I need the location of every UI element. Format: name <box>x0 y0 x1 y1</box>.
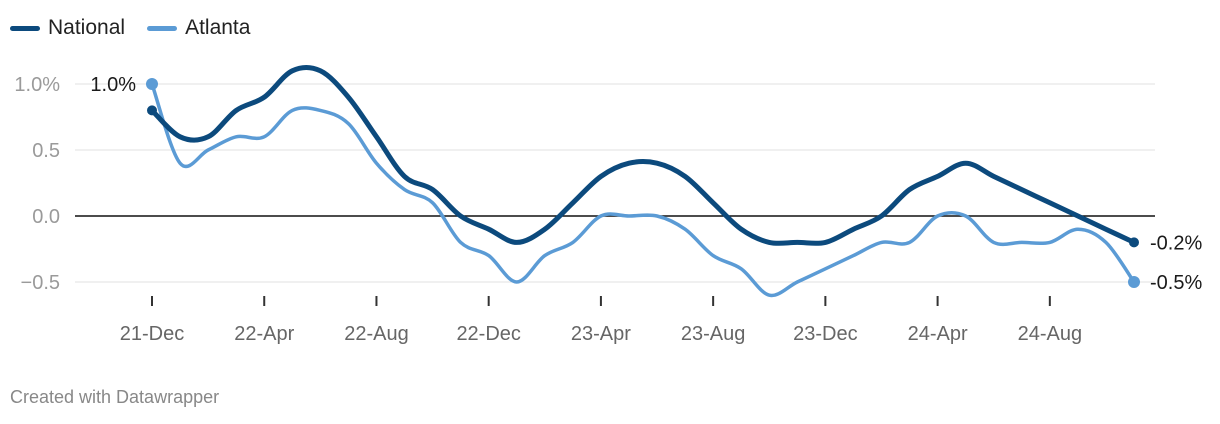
x-tick-label-0: 21-Dec <box>120 323 184 345</box>
legend: National Atlanta <box>10 16 250 40</box>
x-tick-label-5: 23-Aug <box>681 323 746 345</box>
series-line-national <box>149 65 1137 246</box>
end-label-national: -0.2% <box>1150 232 1202 254</box>
legend-swatch-atlanta <box>147 25 178 31</box>
y-tick-label-2: 0.0 <box>32 206 60 228</box>
x-tick-label-8: 24-Aug <box>1018 323 1083 345</box>
legend-swatch-national <box>10 25 40 31</box>
x-tick-label-2: 22-Aug <box>344 323 409 345</box>
y-tick-label-3: −0.5 <box>21 272 60 294</box>
y-tick-label-1: 0.5 <box>32 140 60 162</box>
x-tick-label-6: 23-Dec <box>793 323 857 345</box>
legend-item-national[interactable]: National <box>10 16 125 40</box>
x-tick-label-4: 23-Apr <box>571 323 631 345</box>
series-line-atlanta <box>150 82 1136 298</box>
start-point-atlanta <box>146 78 158 90</box>
end-point-national <box>1129 237 1139 248</box>
x-tick-label-1: 22-Apr <box>234 323 294 345</box>
end-label-atlanta: -0.5% <box>1150 272 1202 294</box>
x-tick-label-7: 24-Apr <box>908 323 968 345</box>
y-tick-label-0: 1.0% <box>14 74 60 96</box>
footer-credit: Created with Datawrapper <box>10 387 220 407</box>
end-point-atlanta <box>1128 276 1140 288</box>
start-label-atlanta: 1.0% <box>90 74 136 96</box>
start-point-national <box>147 105 157 116</box>
legend-label-national: National <box>48 16 126 39</box>
x-tick-label-3: 22-Dec <box>456 323 520 345</box>
legend-label-atlanta: Atlanta <box>185 16 251 39</box>
legend-item-atlanta[interactable]: Atlanta <box>147 16 250 40</box>
